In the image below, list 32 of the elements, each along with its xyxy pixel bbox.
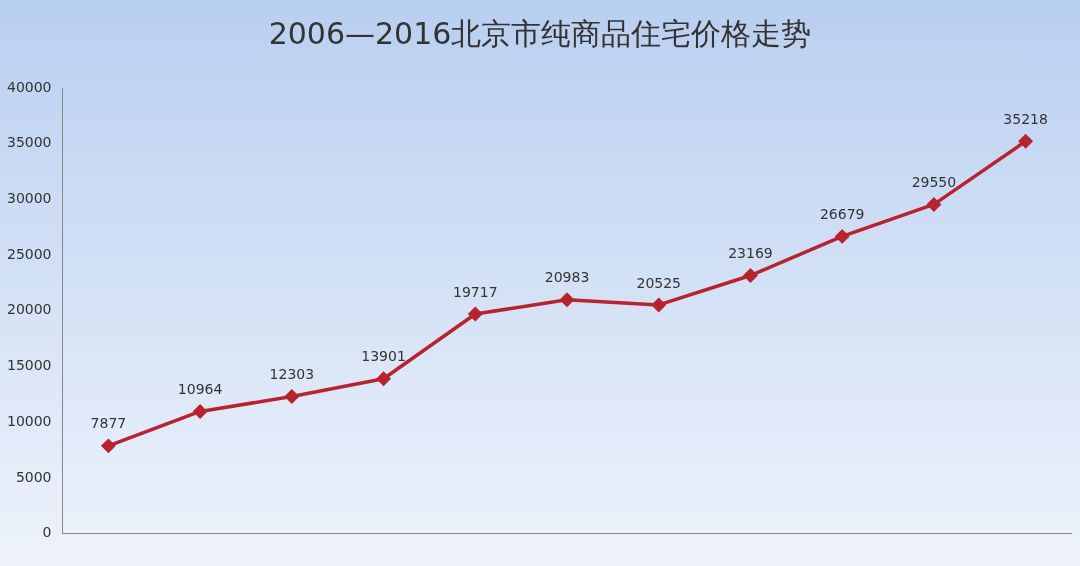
data-label: 13901: [361, 348, 406, 365]
y-tick-label: 15000: [6, 357, 52, 374]
y-tick-label: 35000: [6, 134, 52, 151]
point: [1018, 134, 1033, 149]
data-label: 29550: [911, 174, 957, 191]
point: [193, 404, 207, 419]
y-tick-label: 0: [42, 524, 52, 541]
point: [101, 439, 116, 453]
data-label: 20525: [636, 274, 682, 291]
data-label: 35218: [1003, 110, 1048, 127]
point: [651, 298, 666, 312]
y-tick-label: 5000: [15, 468, 52, 485]
point: [835, 229, 849, 244]
y-tick-label: 25000: [6, 245, 52, 262]
point: [560, 293, 574, 307]
data-label: 7877: [90, 415, 127, 432]
data-label: 23169: [728, 245, 773, 262]
y-tick-label: 10000: [6, 412, 52, 429]
y-tick-label: 20000: [6, 301, 52, 318]
data-label: 12303: [269, 366, 315, 383]
point: [468, 307, 483, 321]
data-label: 26679: [819, 206, 865, 223]
chart-title: 2006—2016北京市纯商品住宅价格走势: [267, 15, 813, 53]
y-tick-label: 40000: [6, 78, 52, 95]
point: [927, 197, 941, 212]
data-label: 19717: [453, 283, 498, 300]
data-label: 10964: [177, 381, 223, 398]
y-tick-label: 30000: [6, 190, 52, 207]
point: [376, 371, 391, 386]
data-label: 20983: [544, 269, 590, 286]
point: [743, 268, 758, 283]
point: [285, 389, 299, 404]
